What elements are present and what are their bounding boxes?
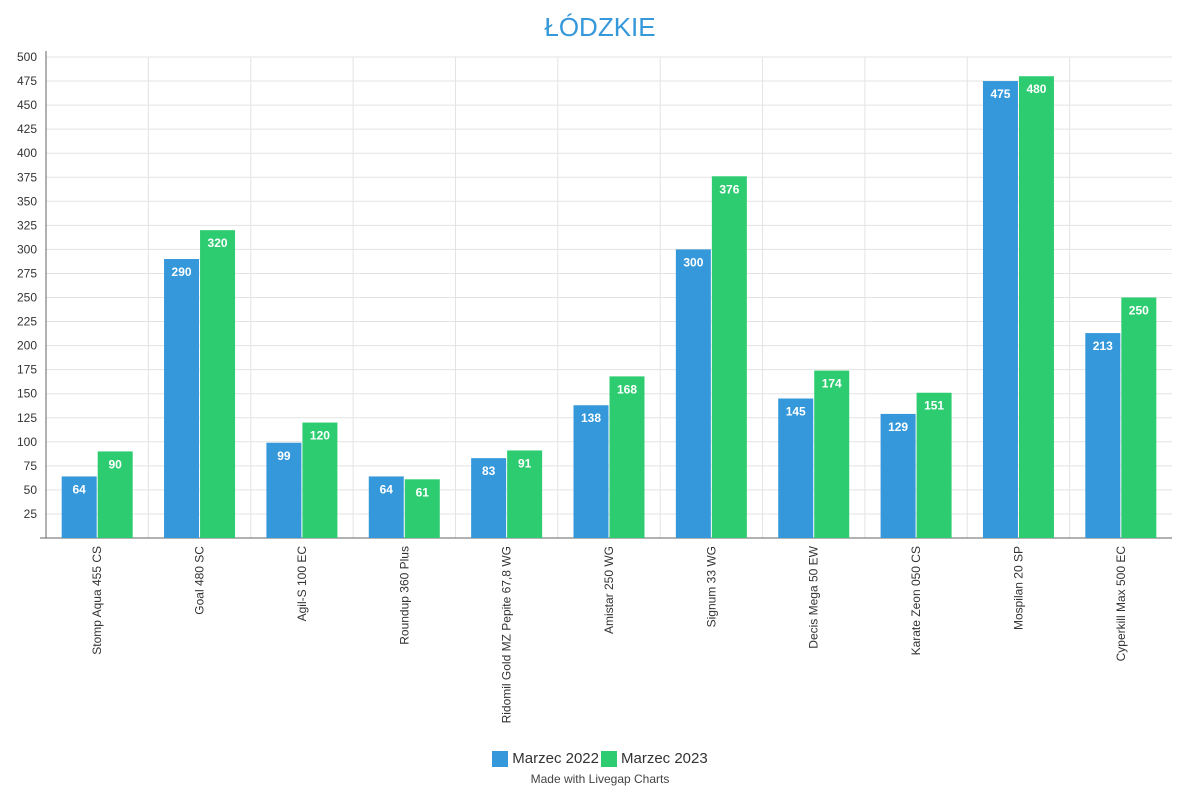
bar-2023 [507,450,543,538]
bar-value-label: 64 [380,482,394,496]
y-tick-label: 300 [17,242,37,256]
bar-value-label: 91 [518,456,532,470]
bar-2022 [675,249,711,538]
bar-value-label: 99 [277,449,291,463]
x-tick-label: Roundup 360 Plus [397,546,411,645]
y-tick-label: 175 [17,363,37,377]
y-tick-label: 250 [17,291,37,305]
x-tick-label: Signum 33 WG [704,546,718,627]
bar-2023 [404,479,440,538]
x-tick-label: Karate Zeon 050 CS [909,546,923,655]
bar-2023 [302,422,338,538]
bar-2022 [266,442,302,538]
bar-value-label: 61 [416,485,430,499]
bar-value-label: 120 [310,429,330,443]
bar-2023 [916,392,952,538]
bar-value-label: 151 [924,399,944,413]
bar-2022 [778,398,814,538]
bar-2022 [1085,333,1121,538]
y-tick-label: 425 [17,122,37,136]
bar-value-label: 290 [172,265,192,279]
bar-value-label: 250 [1129,304,1149,318]
bar-value-label: 138 [581,411,601,425]
chart-title: ŁÓDZKIE [544,12,656,42]
y-tick-label: 475 [17,74,37,88]
bar-2022 [880,413,916,538]
bar-value-label: 83 [482,464,496,478]
bar-2022 [573,405,609,538]
bar-2022 [61,476,97,538]
y-tick-label: 500 [17,50,37,64]
bar-value-label: 145 [786,405,806,419]
bar-2023 [609,376,645,538]
y-tick-label: 200 [17,339,37,353]
x-tick-label: Amistar 250 WG [602,546,616,634]
bar-value-label: 129 [888,420,908,434]
bar-value-label: 300 [683,255,703,269]
bar-value-label: 64 [73,482,87,496]
legend-item-2023[interactable]: Marzec 2023 [601,750,708,767]
y-tick-label: 125 [17,411,37,425]
x-tick-label: Agil-S 100 EC [295,546,309,622]
y-tick-label: 150 [17,387,37,401]
bar-value-label: 168 [617,382,637,396]
x-tick-label: Cyperkill Max 500 EC [1114,546,1128,662]
bar-value-label: 174 [822,377,842,391]
legend-swatch-2023 [601,750,617,767]
legend-swatch-2022 [492,750,509,767]
bar-2023 [1018,76,1054,539]
credit-text: Made with Livegap Charts [530,772,670,786]
bar-2022 [164,259,200,538]
legend-item-2022[interactable]: Marzec 2022 [492,750,599,767]
y-tick-label: 100 [17,435,37,449]
y-tick-label: 275 [17,266,37,280]
x-tick-label: Mospilan 20 SP [1011,546,1025,630]
bar-2023 [97,451,133,538]
x-tick-label: Goal 480 SC [193,546,207,615]
y-tick-label: 325 [17,218,37,232]
bar-value-label: 90 [109,457,123,471]
y-tick-label: 350 [17,194,37,208]
y-tick-label: 75 [24,459,38,473]
y-tick-label: 400 [17,146,37,160]
bar-value-label: 213 [1093,339,1113,353]
x-tick-label: Ridomil Gold MZ Pepite 67,8 WG [500,546,514,723]
y-tick-label: 25 [24,507,38,521]
bar-2023 [1121,297,1157,538]
bar-2023 [711,176,747,538]
bar-value-label: 376 [719,182,739,196]
x-tick-label: Decis Mega 50 EW [807,545,821,648]
bar-value-label: 480 [1026,82,1046,96]
bar-2023 [814,370,850,538]
legend-label-2022: Marzec 2022 [512,750,599,767]
bar-value-label: 320 [208,236,228,250]
bar-2022 [368,476,404,538]
bar-2022 [982,81,1018,539]
y-tick-label: 225 [17,315,37,329]
legend-label-2023: Marzec 2023 [621,750,708,767]
legend: Marzec 2022 Marzec 2023 [0,750,1200,767]
y-tick-label: 375 [17,170,37,184]
y-tick-label: 50 [24,483,38,497]
x-tick-label: Stomp Aqua 455 CS [90,546,104,655]
bar-2023 [200,230,236,538]
y-tick-label: 450 [17,98,37,112]
bar-2022 [471,458,507,538]
bar-value-label: 475 [990,87,1010,101]
